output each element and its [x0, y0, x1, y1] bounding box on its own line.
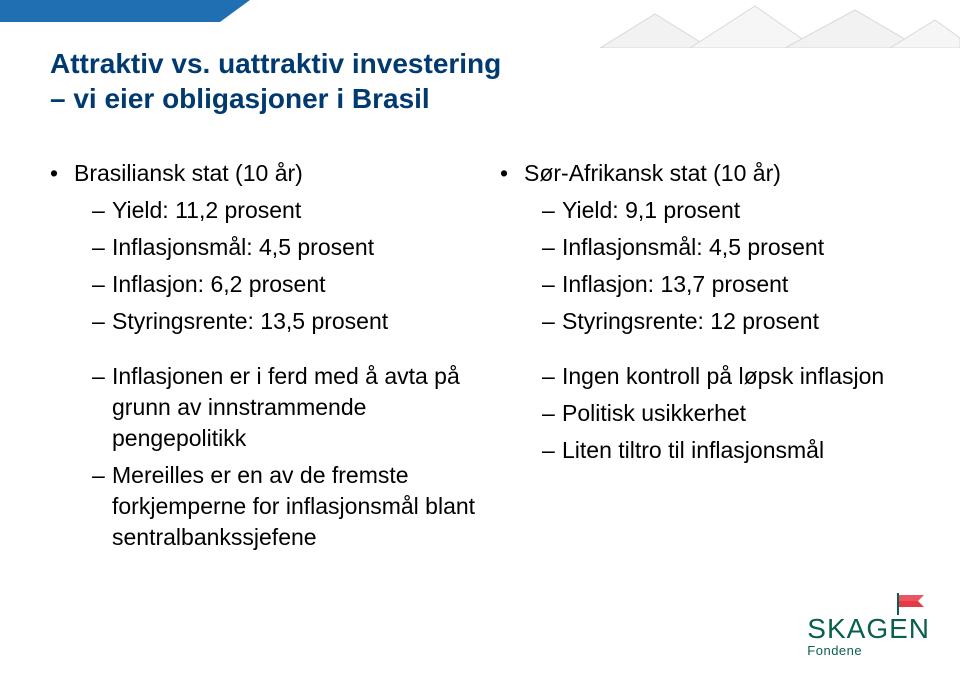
list-item-text: Inflasjonen er i ferd med å avta på grun…: [112, 361, 480, 454]
list-item: –Inflasjonsmål: 4,5 prosent: [542, 232, 930, 263]
list-item: –Yield: 11,2 prosent: [92, 195, 480, 226]
left-heading: • Brasiliansk stat (10 år): [50, 160, 480, 187]
list-item-text: Yield: 11,2 prosent: [112, 195, 301, 226]
list-item: –Liten tiltro til inflasjonsmål: [542, 435, 930, 466]
bullet-dot-icon: •: [50, 160, 74, 187]
list-item: –Inflasjon: 13,7 prosent: [542, 269, 930, 300]
dash-icon: –: [92, 460, 112, 553]
dash-icon: –: [92, 195, 112, 226]
list-item: –Politisk usikkerhet: [542, 398, 930, 429]
list-item-text: Styringsrente: 12 prosent: [562, 306, 819, 337]
skagen-logo: SKAGEN Fondene: [807, 613, 930, 658]
dash-icon: –: [92, 269, 112, 300]
list-item-text: Inflasjonsmål: 4,5 prosent: [112, 232, 374, 263]
dash-icon: –: [542, 435, 562, 466]
flag-icon: [896, 593, 930, 615]
dash-icon: –: [542, 269, 562, 300]
list-item-text: Inflasjon: 13,7 prosent: [562, 269, 788, 300]
dash-icon: –: [542, 232, 562, 263]
list-item-text: Ingen kontroll på løpsk inflasjon: [562, 361, 884, 392]
bullet-dot-icon: •: [500, 160, 524, 187]
list-item-text: Inflasjon: 6,2 prosent: [112, 269, 326, 300]
list-item: –Styringsrente: 13,5 prosent: [92, 306, 480, 337]
right-group-1: –Yield: 9,1 prosent –Inflasjonsmål: 4,5 …: [542, 195, 930, 337]
list-item: –Yield: 9,1 prosent: [542, 195, 930, 226]
list-item: –Ingen kontroll på løpsk inflasjon: [542, 361, 930, 392]
left-column: • Brasiliansk stat (10 år) –Yield: 11,2 …: [50, 160, 480, 577]
list-item-text: Styringsrente: 13,5 prosent: [112, 306, 388, 337]
left-group-2: –Inflasjonen er i ferd med å avta på gru…: [92, 361, 480, 553]
dash-icon: –: [542, 398, 562, 429]
list-item: –Mereilles er en av de fremste forkjempe…: [92, 460, 480, 553]
dash-icon: –: [92, 361, 112, 454]
right-heading: • Sør-Afrikansk stat (10 år): [500, 160, 930, 187]
title-line-2: – vi eier obligasjoner i Brasil: [50, 83, 430, 114]
list-item-text: Mereilles er en av de fremste forkjemper…: [112, 460, 480, 553]
list-item: –Inflasjon: 6,2 prosent: [92, 269, 480, 300]
list-item-text: Inflasjonsmål: 4,5 prosent: [562, 232, 824, 263]
list-item: –Inflasjonen er i ferd med å avta på gru…: [92, 361, 480, 454]
dash-icon: –: [92, 306, 112, 337]
mountain-graphic: [600, 0, 960, 48]
list-item: –Inflasjonsmål: 4,5 prosent: [92, 232, 480, 263]
list-item-text: Politisk usikkerhet: [562, 398, 746, 429]
dash-icon: –: [92, 232, 112, 263]
dash-icon: –: [542, 306, 562, 337]
left-group-1: –Yield: 11,2 prosent –Inflasjonsmål: 4,5…: [92, 195, 480, 337]
title-line-1: Attraktiv vs. uattraktiv investering: [50, 48, 501, 79]
right-heading-text: Sør-Afrikansk stat (10 år): [524, 160, 781, 187]
list-item-text: Yield: 9,1 prosent: [562, 195, 740, 226]
logo-name: SKAGEN: [807, 613, 930, 645]
dash-icon: –: [542, 361, 562, 392]
slide-title: Attraktiv vs. uattraktiv investering – v…: [50, 46, 750, 116]
top-blue-bar-tail: [220, 0, 250, 22]
left-heading-text: Brasiliansk stat (10 år): [74, 160, 303, 187]
top-blue-bar: [0, 0, 220, 22]
dash-icon: –: [542, 195, 562, 226]
list-item: –Styringsrente: 12 prosent: [542, 306, 930, 337]
right-column: • Sør-Afrikansk stat (10 år) –Yield: 9,1…: [500, 160, 930, 490]
logo-sub: Fondene: [807, 643, 930, 658]
list-item-text: Liten tiltro til inflasjonsmål: [562, 435, 824, 466]
right-group-2: –Ingen kontroll på løpsk inflasjon –Poli…: [542, 361, 930, 466]
